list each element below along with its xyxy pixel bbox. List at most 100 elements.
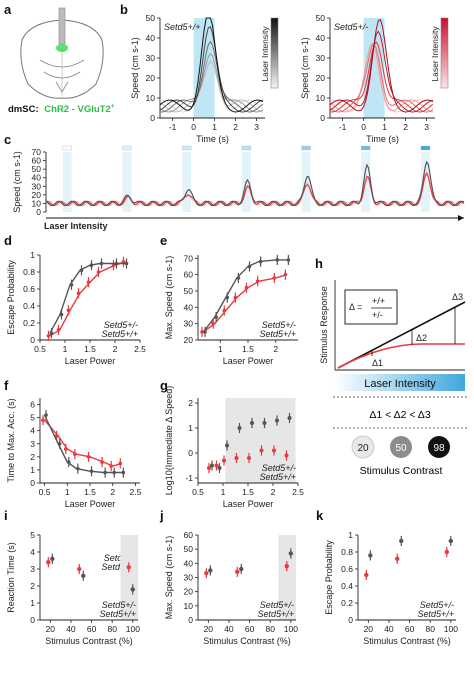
y-tick-label: 1 <box>30 250 35 260</box>
y-tick-label: 50 <box>146 13 156 23</box>
y-tick-label: 60 <box>184 530 194 540</box>
data-point <box>76 466 80 471</box>
stim-window <box>182 152 192 212</box>
series-line <box>43 414 122 474</box>
x-tick-label: 20 <box>204 624 214 634</box>
x-axis-label: Laser Intensity <box>44 221 108 231</box>
stim-window <box>301 152 311 212</box>
y-tick-label: 30 <box>146 53 156 63</box>
h-het-curve <box>337 343 465 369</box>
speed-trace <box>329 18 434 113</box>
y-tick-label: 1 <box>30 465 35 475</box>
y-tick-label: 0.2 <box>23 318 35 328</box>
y-axis-label: Speed (cm s-1) <box>130 37 140 99</box>
y-tick-label: 4 <box>30 426 35 436</box>
speed-trace <box>159 60 264 113</box>
data-point <box>233 295 238 300</box>
panel-label-k: k <box>316 508 324 523</box>
data-point <box>225 295 230 300</box>
data-point <box>63 447 68 451</box>
panel-j: 20 40 60 80 100 0 10 20 30 40 50 60 Stimulus Contras… <box>164 530 298 646</box>
panel-label-h: h <box>315 256 323 271</box>
y-tick-label: 5 <box>30 530 35 540</box>
panel-i: 20 40 60 80 100 0 1 2 3 4 5 Stimulus Contrast (%) Re… <box>6 530 140 646</box>
y-tick-label: 20 <box>146 73 156 83</box>
panel-label-c: c <box>4 132 11 147</box>
y-tick-label: 50 <box>32 164 42 174</box>
y-tick-label: 10 <box>146 93 156 103</box>
shaded-region <box>225 398 296 483</box>
legend-wt: Setd5+/+ <box>259 329 296 339</box>
stim-window <box>62 152 72 212</box>
y-axis-label: Max. Speed (cm s-1) <box>164 536 174 620</box>
y-axis-label: Escape Probability <box>6 260 16 335</box>
y-tick-label: 10 <box>32 198 42 208</box>
y-tick-label: 4 <box>30 547 35 557</box>
x-axis-label: Time (s) <box>196 134 229 144</box>
data-point <box>86 455 91 459</box>
x-tick-label: 2 <box>113 344 118 354</box>
data-point <box>56 328 61 332</box>
y-tick-label: 50 <box>316 13 326 23</box>
data-point <box>81 573 86 578</box>
data-point <box>448 538 453 544</box>
shaded-region <box>120 535 138 620</box>
data-point <box>89 263 94 268</box>
y-tick-label: 50 <box>184 544 194 554</box>
x-tick-label: 60 <box>245 624 255 634</box>
panel-h: Stimulus Response Δ1 Δ2 Δ3 Δ = +/+ +/- L… <box>319 280 467 477</box>
y-axis-label: Speed (cm s-1) <box>300 37 310 99</box>
data-point <box>399 538 404 544</box>
y-axis-label: Escape Probability <box>324 540 334 615</box>
y-tick-label: 0.8 <box>341 547 353 557</box>
y-tick-label: 2 <box>188 398 193 408</box>
y-tick-label: 50 <box>184 286 194 296</box>
y-tick-label: 60 <box>184 270 194 280</box>
x-tick-label: 100 <box>284 624 298 634</box>
y-tick-label: -1 <box>185 473 193 483</box>
legend-het: Setd5+/- <box>262 320 296 330</box>
data-point <box>272 276 277 280</box>
y-tick-label: 1 <box>348 530 353 540</box>
y-tick-label: 0 <box>150 113 155 123</box>
x-axis-label: Stimulus Contrast (%) <box>45 636 133 646</box>
speed-trace <box>45 160 465 207</box>
data-point <box>286 258 291 262</box>
h-delta-eq: Δ = <box>349 302 362 312</box>
y-tick-label: 0.2 <box>341 598 353 608</box>
data-point <box>89 469 94 474</box>
data-point <box>207 466 211 470</box>
x-tick-label: 80 <box>107 624 117 634</box>
y-tick-label: 0 <box>188 615 193 625</box>
panel-f: 0.5 1 1.5 2 2.5 0 1 2 3 4 5 6 Laser Power Time to Max… <box>6 398 142 572</box>
y-tick-label: 0 <box>320 113 325 123</box>
y-tick-label: 0.6 <box>341 564 353 574</box>
x-tick-label: 0.5 <box>39 487 51 497</box>
x-axis-label: Stimulus Contrast (%) <box>363 636 451 646</box>
data-point <box>111 263 116 268</box>
panel-label-b: b <box>120 2 128 17</box>
data-point <box>275 418 279 423</box>
data-point <box>364 572 369 578</box>
laser-marker <box>122 145 132 151</box>
x-tick-label: -1 <box>339 122 347 132</box>
y-tick-label: 3 <box>30 439 35 449</box>
h-delta1: Δ1 <box>372 358 383 368</box>
legend-wt: Setd5+/+ <box>99 609 136 619</box>
data-point <box>69 282 74 287</box>
y-tick-label: 10 <box>316 93 326 103</box>
laser-intensity-arrowhead <box>458 215 464 221</box>
panel-label-a: a <box>4 2 12 17</box>
data-point <box>54 434 59 438</box>
data-point <box>100 460 104 464</box>
genotype-label: Setd5+/+ <box>164 22 201 32</box>
x-tick-label: 40 <box>66 624 76 634</box>
panel-g: 0.5 1 1.5 2 2.5 -1 0 1 2 Laser Power Log10(Immedia… <box>164 386 304 509</box>
speed-trace <box>45 172 465 207</box>
y-tick-label: 0 <box>188 448 193 458</box>
data-point <box>103 470 107 475</box>
